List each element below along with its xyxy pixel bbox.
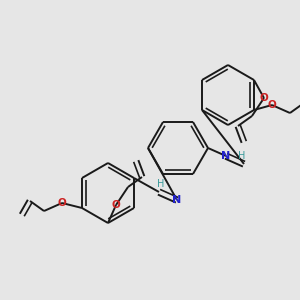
Text: H: H [238, 151, 246, 161]
Text: H: H [157, 179, 165, 189]
Text: O: O [268, 100, 276, 110]
Text: O: O [58, 198, 66, 208]
Text: O: O [260, 93, 268, 103]
Text: O: O [112, 200, 120, 210]
Text: N: N [221, 151, 231, 161]
Text: N: N [172, 195, 182, 205]
